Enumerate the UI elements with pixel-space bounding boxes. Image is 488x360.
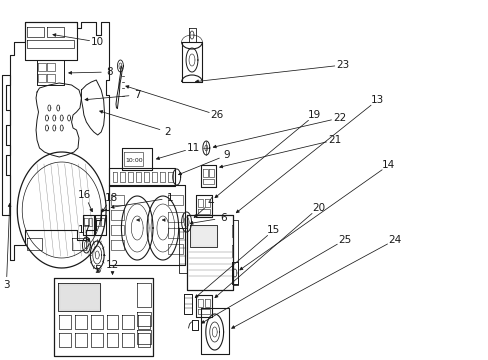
Text: 10: 10 (91, 37, 104, 47)
Text: 24: 24 (387, 235, 401, 245)
Text: 21: 21 (327, 135, 341, 145)
Text: 1: 1 (166, 193, 173, 203)
Text: 19: 19 (307, 110, 321, 120)
Text: 11: 11 (186, 143, 200, 153)
Text: 15: 15 (267, 225, 280, 235)
Text: 4: 4 (207, 197, 214, 207)
Text: 3: 3 (3, 280, 10, 290)
Text: 25: 25 (337, 235, 350, 245)
Text: 20: 20 (311, 203, 324, 213)
Text: 7: 7 (134, 90, 140, 100)
Text: 17: 17 (78, 225, 91, 235)
Text: 9: 9 (224, 150, 230, 160)
Text: 16: 16 (78, 190, 91, 200)
Text: 13: 13 (370, 95, 384, 105)
Text: 23: 23 (336, 60, 349, 70)
Text: 26: 26 (210, 110, 224, 120)
Text: 18: 18 (104, 193, 118, 203)
Text: 10:00: 10:00 (125, 158, 142, 162)
Text: 12: 12 (106, 260, 119, 270)
Text: 2: 2 (164, 127, 171, 137)
Text: 22: 22 (332, 113, 346, 123)
Text: 5: 5 (94, 265, 101, 275)
Text: 6: 6 (219, 213, 226, 223)
Text: 14: 14 (382, 160, 395, 170)
Text: 8: 8 (106, 67, 113, 77)
